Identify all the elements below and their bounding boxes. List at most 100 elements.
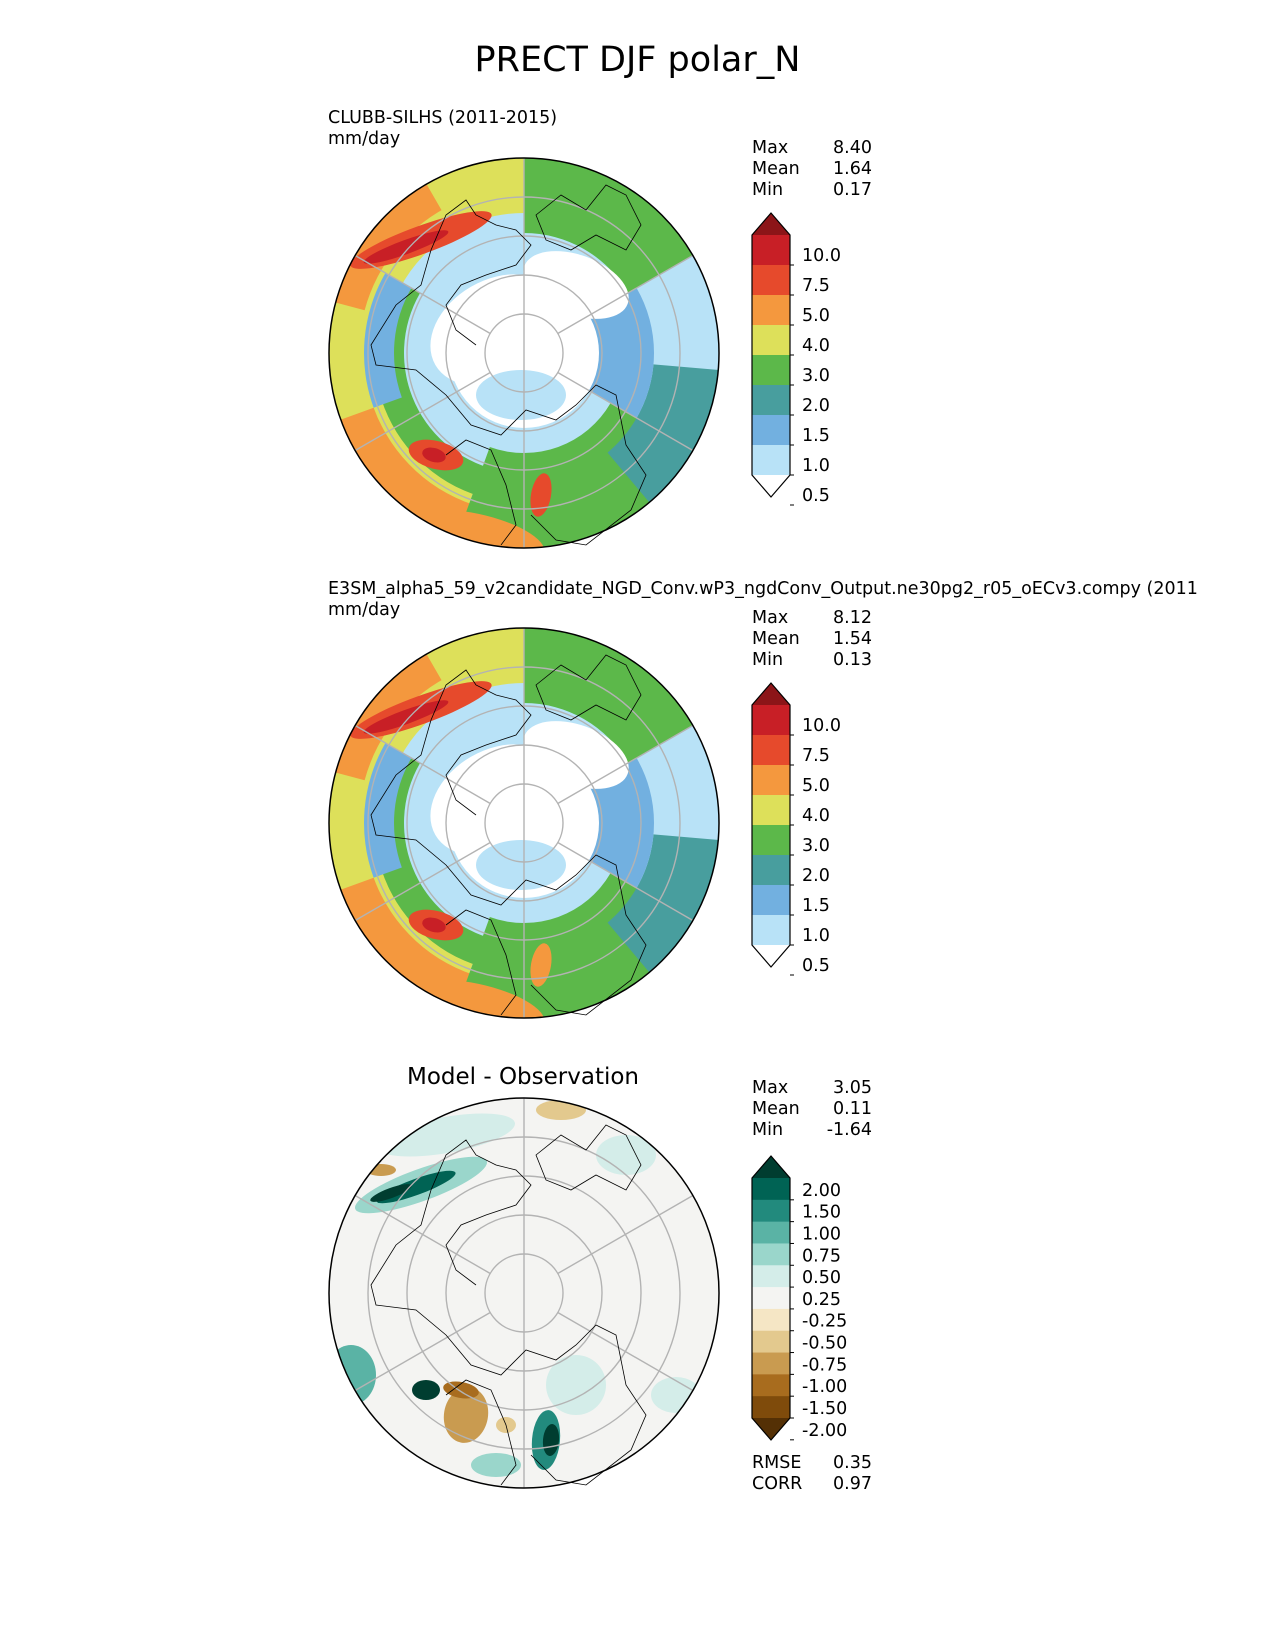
colorbar-tick-label: 2.00 [802,1181,841,1201]
longitude-line [557,1194,694,1275]
stat-max-label: Max [752,608,789,628]
longitude-line [354,841,491,922]
longitude-line [557,371,694,452]
colorbar-box [752,825,790,856]
stat-max-label: Max [752,138,789,158]
stat-min-value: 0.13 [833,650,872,670]
colorbar-box [752,1199,790,1223]
stat-mean-label: Mean [752,1099,800,1119]
colorbar-box [752,1330,790,1354]
colorbar-box [752,1396,790,1419]
field-patch [412,1380,440,1400]
coastline [535,654,642,721]
stat-min-label: Min [752,180,784,200]
stat-mean-label: Mean [752,159,800,179]
colorbar-tick-label: 1.5 [802,896,830,916]
longitude-line [354,371,491,452]
stat-mean-value: 1.54 [833,629,872,649]
field-patch [363,700,449,734]
field-patch [530,943,552,987]
panel-1-polar-map [328,157,720,549]
colorbar-box [752,1287,790,1310]
longitude-line [354,1194,491,1275]
longitude-line [354,254,491,335]
longitude-line [354,724,491,805]
field-patch [651,1377,701,1413]
colorbar-tick-label: 0.50 [802,1268,841,1288]
colorbar-box [752,1243,790,1266]
colorbar-box [752,885,790,916]
stat-min-value: -1.64 [826,1120,872,1140]
panel-3-colorbar: 2.001.501.000.750.500.25-0.25-0.50-0.75-… [751,1155,847,1441]
colorbar-box [752,355,790,386]
stat-mean-value: 1.64 [833,159,872,179]
map-boundary [328,1097,720,1489]
field-patch [363,230,449,264]
field-patch [523,251,629,319]
field-patch [430,744,562,856]
longitude-line [557,1311,694,1392]
field-patch [329,1345,376,1405]
colorbar-box [752,795,790,826]
field-patch [471,1453,521,1477]
stat-min-value: 0.17 [833,180,872,200]
colorbar-tick-label: 0.25 [802,1290,841,1310]
colorbar-box [752,705,790,736]
colorbar-tick-label: 1.0 [802,456,830,476]
field-patch [476,840,566,890]
metric-corr-value: 0.97 [833,1474,872,1494]
colorbar-box [752,765,790,796]
stat-min-label: Min [752,650,784,670]
metric-rmse-label: RMSE [752,1453,802,1473]
colorbar-box [752,265,790,296]
map-boundary [328,157,720,549]
colorbar-tick-label: 1.5 [802,426,830,446]
field-patch [523,721,629,789]
colorbar-tick-label: 2.0 [802,396,830,416]
colorbar-tick-label: -1.50 [802,1399,847,1419]
longitude-line [557,724,694,805]
coastline [445,909,517,1016]
colorbar-tick-label: 3.0 [802,366,830,386]
colorbar-extend-min [752,1418,790,1440]
colorbar-box [752,385,790,416]
field-patch [366,1164,396,1176]
metric-rmse-value: 0.35 [833,1453,872,1473]
coastline [370,1139,647,1486]
colorbar-box [752,1352,790,1375]
panel-1-colorbar: 10.0 7.5 5.0 4.0 3.0 2.0 1.5 1.0 0.5 [751,212,841,506]
stat-mean-label: Mean [752,629,800,649]
colorbar-box [752,1221,790,1244]
field-patch [376,1113,516,1157]
longitude-line [557,841,694,922]
colorbar-tick-label: 0.5 [802,486,830,506]
panel-3-title: Model - Observation [406,1064,640,1090]
field-patch [364,743,412,878]
colorbar-box [752,1178,790,1201]
colorbar-tick-label: -0.50 [802,1334,847,1354]
longitude-line [354,1311,491,1392]
stat-max-value: 8.12 [833,608,872,628]
longitude-line [557,254,694,335]
colorbar-box [752,915,790,946]
coastline [445,439,517,546]
coastline [370,669,647,1016]
field-patch [530,473,552,517]
colorbar-tick-label: 10.0 [802,246,841,266]
panel-3-polar-map [328,1097,720,1489]
metric-corr-label: CORR [752,1474,803,1494]
colorbar-box [752,1308,790,1332]
field-patch [374,748,504,971]
coastline [535,1124,642,1191]
coastline [445,1379,517,1486]
colorbar-box [752,295,790,326]
colorbar-tick-label: 7.5 [802,276,830,296]
colorbar-box [752,325,790,356]
stat-max-value: 3.05 [833,1078,872,1098]
colorbar-tick-label: 0.75 [802,1246,841,1266]
field-patch [422,447,446,463]
colorbar-tick-label: 0.5 [802,956,830,976]
panel-2-polar-map [328,627,720,1019]
colorbar-tick-label: 7.5 [802,746,830,766]
field-patch [430,274,562,386]
